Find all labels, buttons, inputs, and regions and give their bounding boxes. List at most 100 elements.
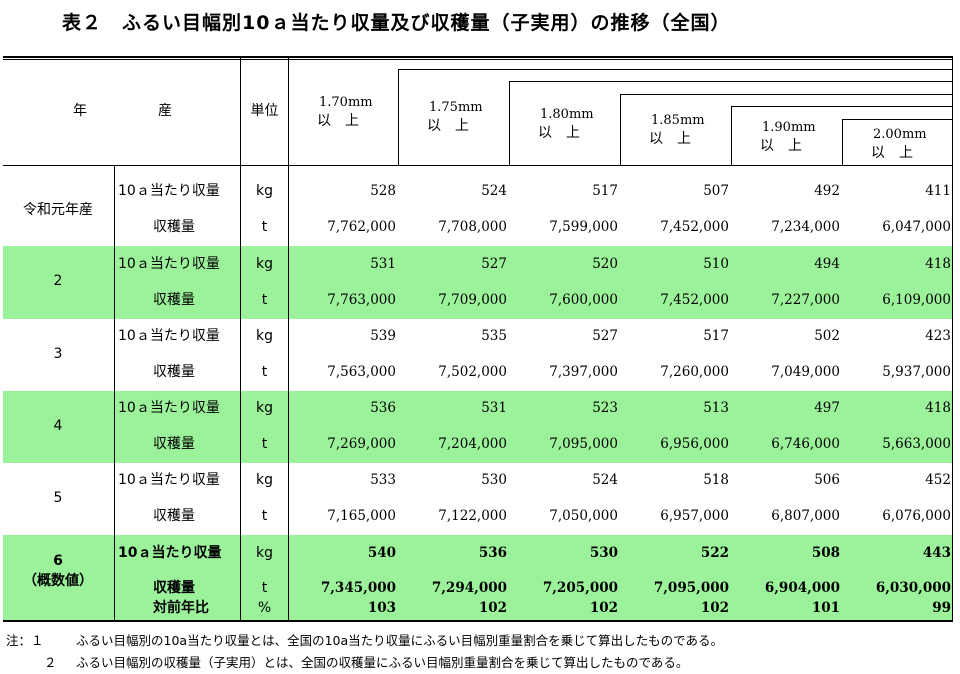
table-cell-value: 7,165,000 [327,508,396,524]
header-production: 産 [158,103,172,119]
header-sieve-size: 1.80mm [540,107,594,122]
table-cell-value: 530 [589,545,618,561]
item-yield-label: 10ａ当たり収量 [118,472,220,488]
rule-v [114,165,115,620]
unit-label: kg [256,400,273,416]
table-cell-value: 6,956,000 [660,436,729,452]
table-cell-value: 6,957,000 [660,508,729,524]
header-sieve-size: 1.70mm [319,95,373,110]
unit-label: kg [256,328,273,344]
table-cell-value: 535 [481,328,507,344]
table-cell-value: 6,904,000 [764,580,840,596]
rule-v [509,81,510,165]
table-cell-value: 5,937,000 [882,364,951,380]
table-cell-value: 494 [814,256,840,272]
table-cell-value: 508 [811,545,840,561]
row-highlight [3,391,953,463]
unit-label: kg [256,256,273,272]
table-cell-value: 7,345,000 [320,580,396,596]
table-cell-value: 506 [814,472,840,488]
table-cell-value: 507 [703,183,729,199]
header-unit: 単位 [250,103,279,119]
item-label: 収穫量 [153,219,195,235]
table-cell-value: 7,762,000 [327,219,396,235]
unit-label: t [261,219,268,235]
note-label: 注：１ [6,633,44,648]
item-label: 収穫量 [153,580,195,596]
table-cell-value: 418 [925,256,951,272]
unit-label: kg [256,472,273,488]
item-label: 収穫量 [153,508,195,524]
item-yield-label: 10ａ当たり収量 [118,256,220,272]
note-label: ２ [44,655,57,670]
rule-v [398,69,399,165]
unit-label: t [261,436,268,452]
rule-h [731,106,953,107]
table-cell-value: 502 [814,328,840,344]
unit-label: t [261,580,268,596]
table-cell-value: 7,709,000 [438,292,507,308]
header-sieve-suffix: 以 上 [760,138,802,154]
table-cell-value: 7,452,000 [660,219,729,235]
table-cell-value: 517 [592,183,618,199]
unit-label: t [261,292,268,308]
unit-label: kg [256,545,273,561]
row-highlight [3,246,953,319]
table-cell-value: 528 [370,183,396,199]
table-cell-value: 7,708,000 [438,219,507,235]
table-cell-value: 7,452,000 [660,292,729,308]
table-cell-value: 443 [922,545,951,561]
unit-label: t [261,508,268,524]
rule-v [620,94,621,165]
table-cell-value: 524 [481,183,507,199]
rule-v [240,56,241,620]
row-highlight [3,535,953,621]
table-cell-value: 6,076,000 [882,508,951,524]
rule-h [3,165,953,166]
rule-h [620,94,953,95]
table-cell-value: 522 [700,545,729,561]
unit-label: kg [256,183,273,199]
table-cell-value: 411 [925,183,951,199]
note-text: ふるい目幅別の10a当たり収量とは、全国の10a当たり収量にふるい目幅別重量割合… [76,633,724,648]
rule-h [509,81,953,82]
table-cell-value: 6,030,000 [875,580,951,596]
table-cell-value: 423 [925,328,951,344]
table-cell-value: 7,269,000 [327,436,396,452]
item-yield-label: 10ａ当たり収量 [118,545,222,561]
rule-h [842,119,953,120]
header-year: 年 [73,103,87,119]
table-cell-value: 7,205,000 [542,580,618,596]
header-sieve-suffix: 以 上 [649,131,691,147]
year-label: 4 [53,418,63,434]
table-cell-value: 7,600,000 [549,292,618,308]
header-sieve-suffix: 以 上 [538,125,580,141]
rule-h [3,59,953,60]
table-cell-value: 7,260,000 [660,364,729,380]
table-cell-value: 527 [592,328,618,344]
table-cell-value: 517 [703,328,729,344]
table-cell-value: 530 [481,472,507,488]
header-sieve-suffix: 以 上 [427,118,469,134]
rule-h [3,620,953,622]
table-cell-value: 6,807,000 [771,508,840,524]
table-cell-value: 99 [932,600,951,616]
header-sieve-suffix: 以 上 [871,145,913,161]
year-label: 令和元年産 [23,202,93,218]
table-cell-value: 523 [592,400,618,416]
year-label: 5 [53,490,63,506]
table-cell-value: 102 [478,600,507,616]
table-cell-value: 518 [703,472,729,488]
item-label: 収穫量 [153,292,195,308]
header-sieve-size: 2.00mm [873,127,927,142]
item-yield-label: 10ａ当たり収量 [118,183,220,199]
table-cell-value: 6,746,000 [771,436,840,452]
table-cell-value: 7,095,000 [653,580,729,596]
item-yield-label: 10ａ当たり収量 [118,328,220,344]
rule-h [3,56,953,58]
table-cell-value: 452 [925,472,951,488]
item-label: 収穫量 [153,436,195,452]
year-sublabel: （概数値） [23,573,93,589]
table-cell-value: 533 [370,472,396,488]
table-cell-value: 513 [703,400,729,416]
